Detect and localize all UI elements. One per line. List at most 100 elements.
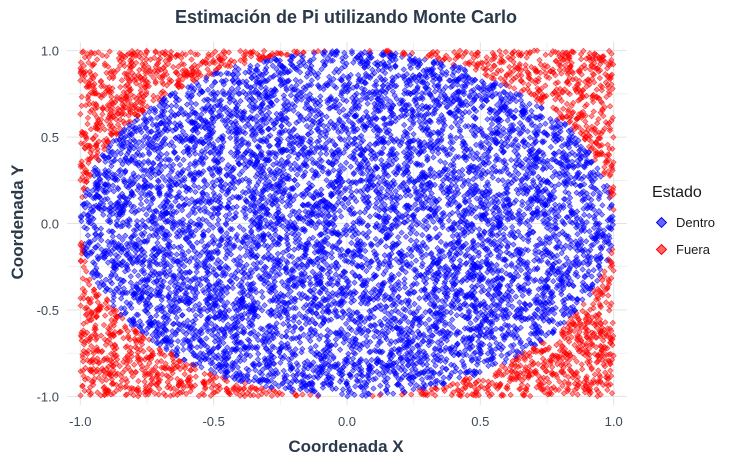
- point-fuera: [502, 48, 509, 56]
- point-dentro: [545, 220, 552, 227]
- point-dentro: [197, 207, 204, 214]
- point-dentro: [418, 376, 426, 383]
- point-dentro: [403, 82, 411, 89]
- point-dentro: [357, 177, 364, 184]
- point-dentro: [277, 359, 284, 366]
- point-dentro: [449, 324, 457, 331]
- point-dentro: [193, 239, 201, 246]
- point-fuera: [260, 47, 268, 55]
- point-dentro: [348, 48, 356, 55]
- point-dentro: [586, 291, 594, 298]
- point-dentro: [475, 156, 482, 163]
- point-dentro: [330, 167, 337, 174]
- point-dentro: [525, 336, 533, 343]
- point-fuera: [321, 47, 328, 55]
- point-dentro: [412, 257, 420, 264]
- point-dentro: [544, 157, 551, 164]
- point-dentro: [312, 113, 320, 120]
- point-dentro: [524, 199, 531, 207]
- point-fuera: [299, 391, 306, 398]
- point-fuera: [601, 163, 608, 171]
- point-dentro: [185, 248, 192, 255]
- point-dentro: [465, 177, 472, 184]
- point-fuera: [241, 60, 248, 67]
- point-fuera: [120, 335, 127, 342]
- point-dentro: [381, 170, 388, 178]
- point-dentro: [192, 312, 199, 319]
- point-fuera: [569, 48, 576, 55]
- point-dentro: [275, 209, 282, 216]
- point-dentro: [270, 275, 277, 282]
- point-fuera: [537, 61, 545, 68]
- point-dentro: [328, 254, 336, 261]
- point-dentro: [163, 150, 170, 158]
- point-dentro: [510, 241, 517, 248]
- point-dentro: [473, 150, 481, 157]
- point-dentro: [512, 107, 519, 114]
- point-fuera: [128, 353, 135, 360]
- point-fuera: [99, 104, 106, 111]
- point-fuera: [151, 390, 159, 397]
- point-dentro: [579, 196, 587, 203]
- point-fuera: [591, 371, 599, 378]
- point-dentro: [233, 275, 240, 282]
- point-dentro: [312, 320, 319, 327]
- point-dentro: [110, 138, 117, 145]
- point-dentro: [594, 277, 601, 284]
- point-dentro: [348, 50, 356, 57]
- point-dentro: [586, 212, 593, 220]
- point-fuera: [559, 382, 566, 389]
- point-dentro: [154, 177, 162, 184]
- point-fuera: [138, 366, 146, 373]
- point-dentro: [283, 328, 290, 335]
- point-dentro: [449, 316, 456, 323]
- point-dentro: [526, 100, 533, 108]
- point-dentro: [236, 223, 243, 231]
- point-dentro: [445, 109, 453, 116]
- point-fuera: [141, 378, 148, 385]
- point-dentro: [308, 77, 315, 84]
- point-fuera: [84, 120, 91, 128]
- point-dentro: [338, 326, 345, 333]
- point-dentro: [358, 261, 365, 268]
- point-dentro: [425, 316, 433, 323]
- point-fuera: [568, 334, 575, 341]
- point-dentro: [372, 235, 379, 243]
- point-fuera: [100, 321, 108, 329]
- point-dentro: [365, 228, 373, 236]
- point-fuera: [543, 375, 551, 382]
- point-dentro: [474, 186, 481, 193]
- point-dentro: [445, 217, 453, 224]
- point-fuera: [456, 47, 464, 54]
- point-fuera: [105, 63, 112, 70]
- point-dentro: [294, 171, 301, 178]
- point-dentro: [179, 274, 186, 281]
- point-dentro: [343, 231, 350, 238]
- point-dentro: [217, 182, 224, 189]
- point-dentro: [323, 113, 330, 120]
- point-dentro: [453, 134, 460, 142]
- point-fuera: [103, 52, 110, 60]
- point-dentro: [364, 100, 371, 107]
- point-fuera: [607, 339, 615, 347]
- point-dentro: [439, 181, 446, 188]
- point-dentro: [183, 143, 190, 150]
- point-dentro: [154, 234, 162, 241]
- point-dentro: [476, 226, 483, 233]
- point-dentro: [280, 320, 287, 328]
- point-fuera: [601, 363, 609, 370]
- point-dentro: [348, 192, 356, 199]
- point-dentro: [375, 265, 382, 272]
- point-fuera: [578, 361, 585, 368]
- point-dentro: [245, 316, 252, 323]
- point-dentro: [201, 204, 208, 211]
- point-dentro: [237, 244, 244, 252]
- point-fuera: [247, 53, 255, 60]
- point-dentro: [436, 344, 443, 351]
- point-dentro: [237, 289, 244, 297]
- point-fuera: [77, 59, 85, 66]
- point-dentro: [248, 294, 255, 301]
- point-fuera: [106, 48, 113, 55]
- point-dentro: [242, 252, 249, 259]
- point-fuera: [593, 86, 600, 93]
